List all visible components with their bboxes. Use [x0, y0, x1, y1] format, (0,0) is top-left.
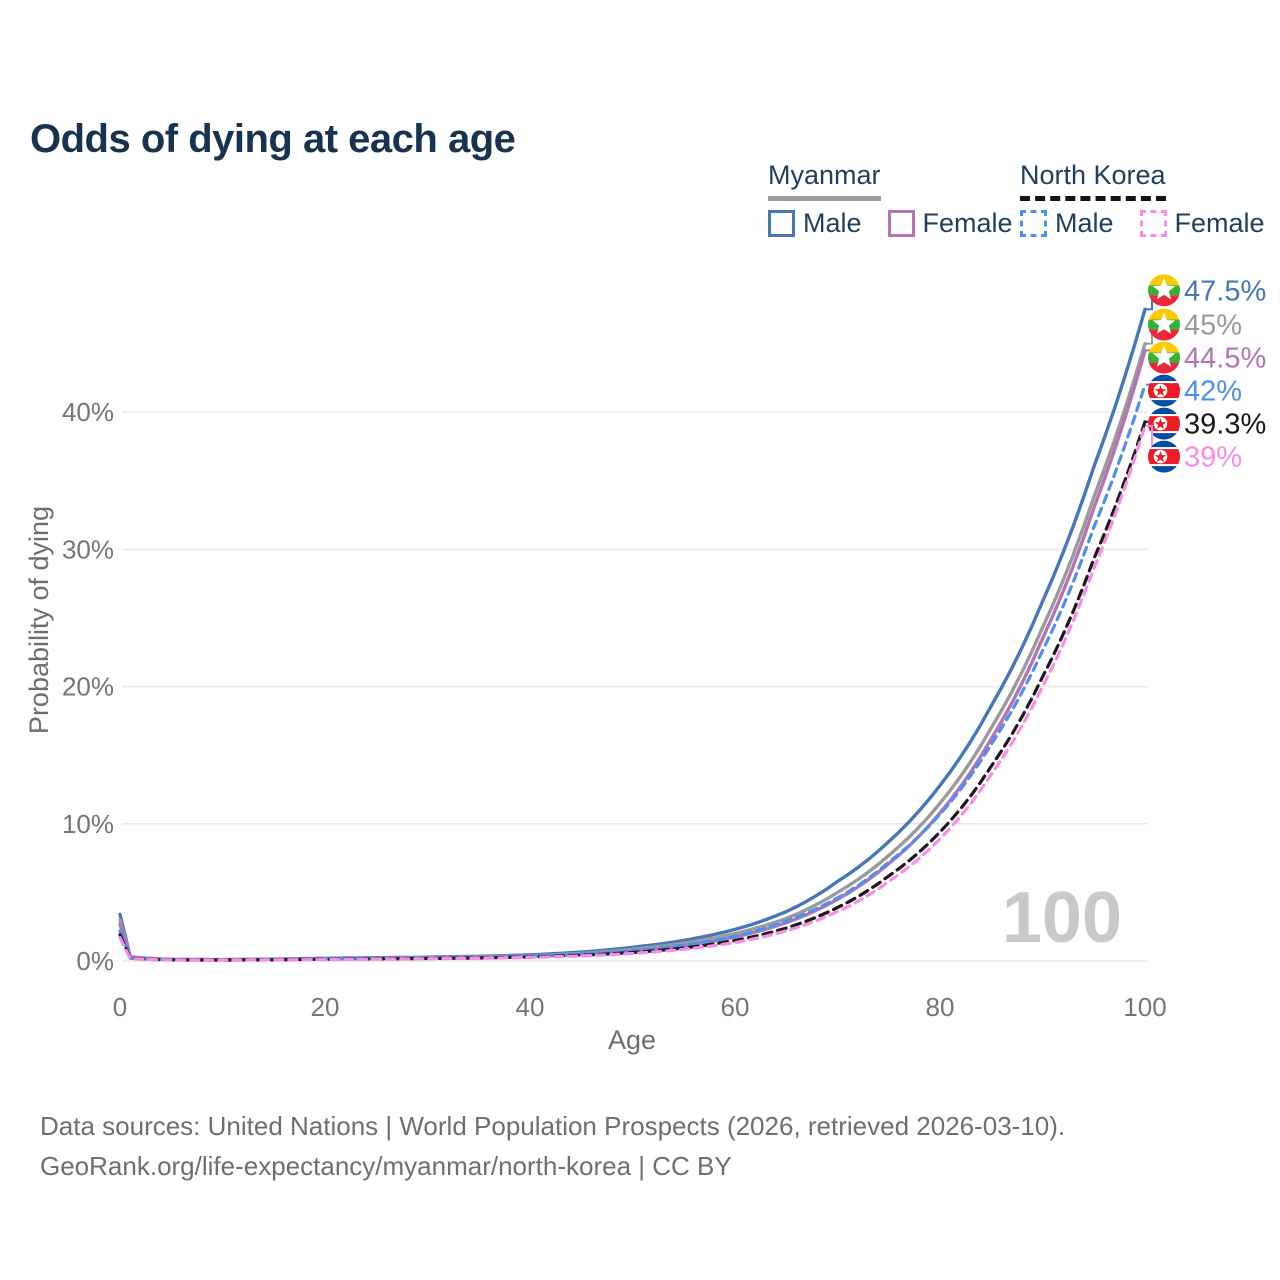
- y-tick-label: 40%: [62, 397, 114, 427]
- myanmar-female-swatch-icon: [887, 210, 915, 237]
- end-value-label-myanmar-male: 47.5%: [1184, 275, 1266, 307]
- north-korea-flag-icon: [1148, 407, 1180, 440]
- legend-row-north-korea: Male Female: [1020, 208, 1265, 239]
- myanmar-flag-icon: [1148, 274, 1180, 307]
- line-myanmar-both[interactable]: [118, 341, 1147, 962]
- footer: Data sources: United Nations | World Pop…: [40, 1106, 1065, 1186]
- y-tick-label: 0%: [76, 946, 114, 976]
- legend-item-label: Female: [922, 208, 1013, 238]
- data-sources-line: Data sources: United Nations | World Pop…: [40, 1111, 1066, 1141]
- line-myanmar-male[interactable]: [118, 307, 1147, 962]
- end-value-label-myanmar-both: 45%: [1184, 310, 1242, 342]
- x-tick-label: 100: [1123, 992, 1166, 1022]
- x-tick-label: 0: [113, 992, 127, 1022]
- attribution-line: GeoRank.org/life-expectancy/myanmar/nort…: [40, 1151, 732, 1181]
- legend-item-north-korea-male[interactable]: Male: [1020, 208, 1114, 239]
- north-korea-flag-icon: [1148, 374, 1180, 407]
- legend-item-north-korea-female[interactable]: Female: [1139, 208, 1265, 239]
- end-value-label-myanmar-female: 44.5%: [1184, 343, 1266, 375]
- y-tick-label: 30%: [62, 534, 114, 564]
- x-tick-label: 40: [516, 992, 545, 1022]
- legend-row-myanmar: Male Female: [768, 208, 1013, 239]
- line-myanmar-female[interactable]: [118, 348, 1147, 962]
- y-axis-title: Probability of dying: [24, 506, 54, 734]
- line-north-korea-male[interactable]: [118, 383, 1147, 962]
- page-title: Odds of dying at each age: [30, 116, 516, 161]
- legend-item-myanmar-male[interactable]: Male: [768, 208, 862, 239]
- y-tick-label: 20%: [62, 672, 114, 702]
- x-tick-label: 20: [311, 992, 340, 1022]
- myanmar-flag-icon: [1148, 341, 1180, 374]
- legend-item-label: Male: [1055, 208, 1114, 238]
- legend-item-label: Female: [1174, 208, 1265, 238]
- myanmar-male-swatch-icon: [768, 210, 795, 237]
- myanmar-flag-icon: [1148, 308, 1180, 341]
- legend-item-myanmar-female[interactable]: Female: [887, 208, 1013, 239]
- north-korea-female-swatch-icon: [1139, 210, 1167, 237]
- legend-item-label: Male: [803, 208, 862, 238]
- end-value-label-north-korea-female: 39%: [1184, 442, 1242, 474]
- x-axis-title: Age: [608, 1025, 656, 1055]
- north-korea-flag-icon: [1148, 440, 1180, 473]
- legend-group-myanmar: Myanmar Male Female: [768, 160, 1013, 239]
- legend-group-north-korea: North Korea Male Female: [1020, 160, 1265, 239]
- legend-country-myanmar[interactable]: Myanmar: [768, 160, 881, 201]
- line-north-korea-female[interactable]: [118, 424, 1147, 962]
- x-tick-label: 60: [721, 992, 750, 1022]
- end-value-label-north-korea-male: 42%: [1184, 376, 1242, 408]
- north-korea-male-swatch-icon: [1020, 210, 1047, 237]
- legend-country-north-korea[interactable]: North Korea: [1020, 160, 1166, 201]
- end-value-label-north-korea-both: 39.3%: [1184, 409, 1266, 441]
- age-watermark: 100: [1002, 878, 1122, 958]
- line-north-korea-both[interactable]: [118, 420, 1147, 962]
- y-tick-label: 10%: [62, 809, 114, 839]
- x-tick-label: 80: [926, 992, 955, 1022]
